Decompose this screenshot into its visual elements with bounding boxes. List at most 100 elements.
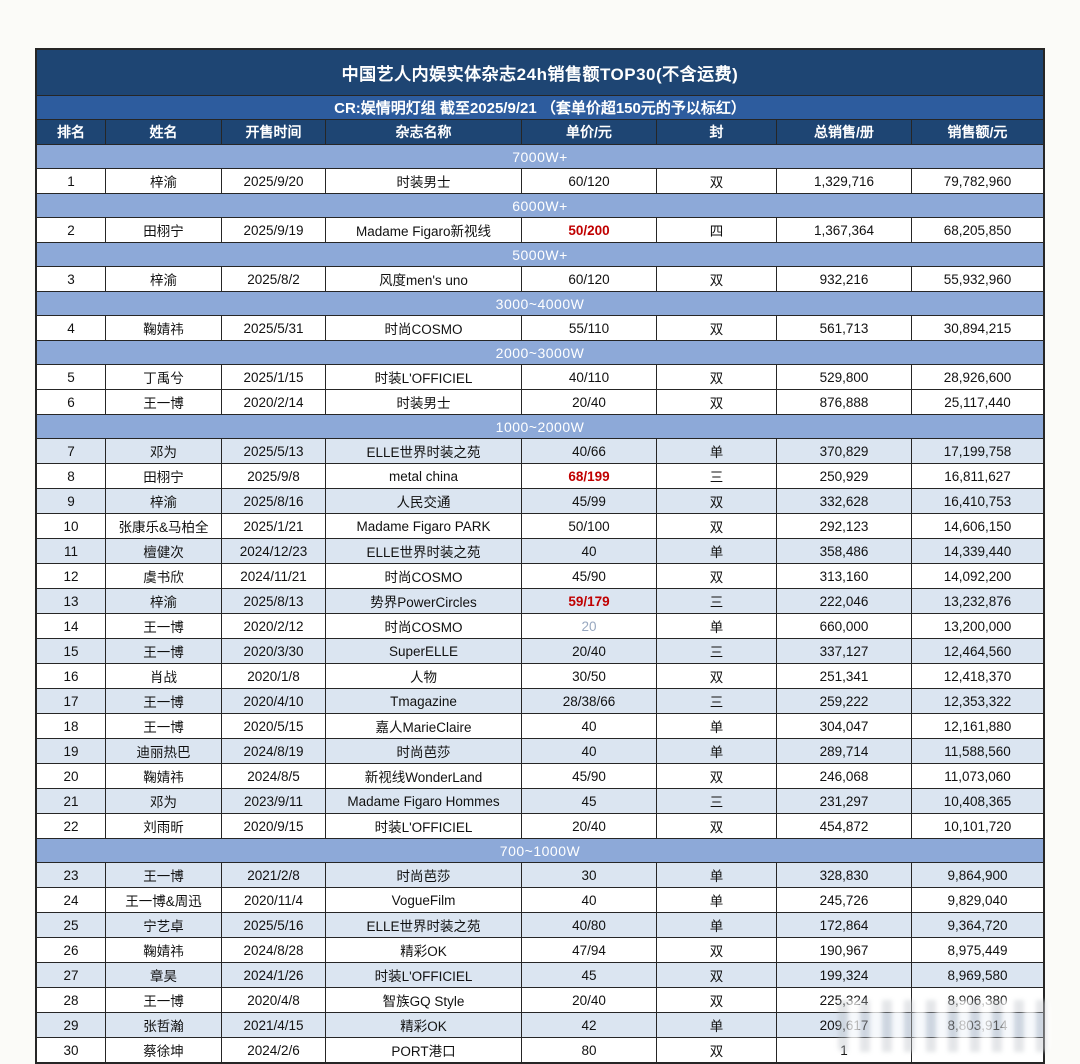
cell-date: 2020/1/8 <box>222 664 326 688</box>
cell-rank: 1 <box>37 169 106 193</box>
cell-date: 2024/8/5 <box>222 764 326 788</box>
cell-price: 68/199 <box>522 464 657 488</box>
cell-name: 王一博 <box>106 614 222 638</box>
cell-name: 丁禹兮 <box>106 365 222 389</box>
cell-rank: 17 <box>37 689 106 713</box>
cell-cover: 双 <box>657 1038 777 1062</box>
cell-price: 60/120 <box>522 267 657 291</box>
cell-magazine: 风度men's uno <box>326 267 522 291</box>
cell-name: 田栩宁 <box>106 218 222 242</box>
cell-cover: 双 <box>657 988 777 1012</box>
cell-rank: 19 <box>37 739 106 763</box>
cell-price: 45 <box>522 789 657 813</box>
cell-revenue: 9,829,040 <box>947 892 1008 908</box>
cell-rank: 9 <box>37 489 106 513</box>
cell-cover: 三 <box>657 689 777 713</box>
cell-name: 肖战 <box>106 664 222 688</box>
cell-magazine: 精彩OK <box>326 938 522 962</box>
cell-revenue: 30,894,215 <box>943 320 1012 336</box>
table-row: 14 王一博 2020/2/12 时尚COSMO 20 单 660,000 13,200,00… <box>37 614 1043 639</box>
cell-date: 2020/2/12 <box>222 614 326 638</box>
cell-copies: 251,341 <box>777 664 912 688</box>
column-header-5: 封 <box>657 120 777 144</box>
cell-revenue: 8,969,580 <box>947 967 1008 983</box>
cell-name: 王一博 <box>106 390 222 414</box>
cell-price: 45/90 <box>522 764 657 788</box>
cell-copies: 332,628 <box>777 489 912 513</box>
cell-magazine: SuperELLE <box>326 639 522 663</box>
cell-name: 宁艺卓 <box>106 913 222 937</box>
cell-name: 张哲瀚 <box>106 1013 222 1037</box>
cell-magazine: ELLE世界时装之苑 <box>326 913 522 937</box>
cell-price: 20/40 <box>522 814 657 838</box>
cell-revenue: 8,803,914 <box>947 1017 1008 1033</box>
cell-copies: 246,068 <box>777 764 912 788</box>
cell-cover: 单 <box>657 913 777 937</box>
cell-revenue: 16,410,753 <box>943 493 1012 509</box>
cell-copies: 932,216 <box>777 267 912 291</box>
table-row: 11 檀健次 2024/12/23 ELLE世界时装之苑 40 单 358,486 14,33… <box>37 539 1043 564</box>
cell-copies: 337,127 <box>777 639 912 663</box>
cell-price: 28/38/66 <box>522 689 657 713</box>
cell-magazine: 嘉人MarieClaire <box>326 714 522 738</box>
table-row: 20 鞠婧祎 2024/8/5 新视线WonderLand 45/90 双 246,068 1… <box>37 764 1043 789</box>
cell-magazine: 时尚COSMO <box>326 564 522 588</box>
cell-price: 40 <box>522 739 657 763</box>
column-header-2: 开售时间 <box>222 120 326 144</box>
cell-cover: 双 <box>657 514 777 538</box>
cell-magazine: 时尚COSMO <box>326 316 522 340</box>
cell-copies: 209,617 <box>777 1013 912 1037</box>
cell-name: 王一博 <box>106 689 222 713</box>
cell-magazine: Madame Figaro Hommes <box>326 789 522 813</box>
cell-cover: 双 <box>657 169 777 193</box>
cell-price: 45 <box>522 963 657 987</box>
cell-revenue: 13,232,876 <box>943 593 1012 609</box>
page-title: 中国艺人内娱实体杂志24h销售额TOP30(不含运费) <box>37 50 1043 96</box>
table-row: 10 张康乐&马柏全 2025/1/21 Madame Figaro PARK 50/1… <box>37 514 1043 539</box>
cell-copies: 313,160 <box>777 564 912 588</box>
cell-magazine: 人民交通 <box>326 489 522 513</box>
cell-revenue: 79,782,960 <box>943 173 1012 189</box>
cell-magazine: 时装L'OFFICIEL <box>326 365 522 389</box>
cell-revenue: 11,588,560 <box>944 743 1011 759</box>
cell-date: 2025/8/2 <box>222 267 326 291</box>
cell-rank: 10 <box>37 514 106 538</box>
table-row: 13 梓渝 2025/8/13 势界PowerCircles 59/179 三 222,04… <box>37 589 1043 614</box>
cell-revenue: 12,464,560 <box>943 643 1012 659</box>
cell-copies: 1 <box>777 1038 912 1062</box>
cell-revenue: 11,073,060 <box>944 768 1011 784</box>
cell-rank: 27 <box>37 963 106 987</box>
cell-price: 30/50 <box>522 664 657 688</box>
cell-price: 20/40 <box>522 988 657 1012</box>
table-row: 26 鞠婧祎 2024/8/28 精彩OK 47/94 双 190,967 8,975,449 <box>37 938 1043 963</box>
cell-rank: 30 <box>37 1038 106 1062</box>
table-row: 28 王一博 2020/4/8 智族GQ Style 20/40 双 225,324 8,90… <box>37 988 1043 1013</box>
cell-cover: 单 <box>657 739 777 763</box>
cell-cover: 双 <box>657 764 777 788</box>
cell-name: 鞠婧祎 <box>106 316 222 340</box>
cell-price: 30 <box>522 863 657 887</box>
cell-revenue: 10,101,720 <box>943 818 1012 834</box>
cell-copies: 454,872 <box>777 814 912 838</box>
cell-cover: 单 <box>657 888 777 912</box>
cell-magazine: ELLE世界时装之苑 <box>326 539 522 563</box>
cell-price: 50/200 <box>522 218 657 242</box>
cell-copies: 172,864 <box>777 913 912 937</box>
table-row: 5 丁禹兮 2025/1/15 时装L'OFFICIEL 40/110 双 529,800 2… <box>37 365 1043 390</box>
table-row: 27 章昊 2024/1/26 时装L'OFFICIEL 45 双 199,324 8,969… <box>37 963 1043 988</box>
cell-date: 2023/9/11 <box>222 789 326 813</box>
column-header-7: 销售额/元 <box>947 124 1008 140</box>
section-band: 2000~3000W <box>37 341 1043 365</box>
cell-magazine: 时尚COSMO <box>326 614 522 638</box>
cell-revenue: 16,811,627 <box>944 468 1011 484</box>
cell-price: 45/90 <box>522 564 657 588</box>
cell-cover: 双 <box>657 814 777 838</box>
cell-rank: 3 <box>37 267 106 291</box>
table-row: 29 张哲瀚 2021/4/15 精彩OK 42 单 209,617 8,803,914 <box>37 1013 1043 1038</box>
cell-revenue: 55,932,960 <box>943 271 1012 287</box>
cell-name: 刘雨昕 <box>106 814 222 838</box>
cell-copies: 225,324 <box>777 988 912 1012</box>
table-row: 6 王一博 2020/2/14 时装男士 20/40 双 876,888 25,117,440 <box>37 390 1043 415</box>
cell-name: 鞠婧祎 <box>106 938 222 962</box>
cell-rank: 18 <box>37 714 106 738</box>
